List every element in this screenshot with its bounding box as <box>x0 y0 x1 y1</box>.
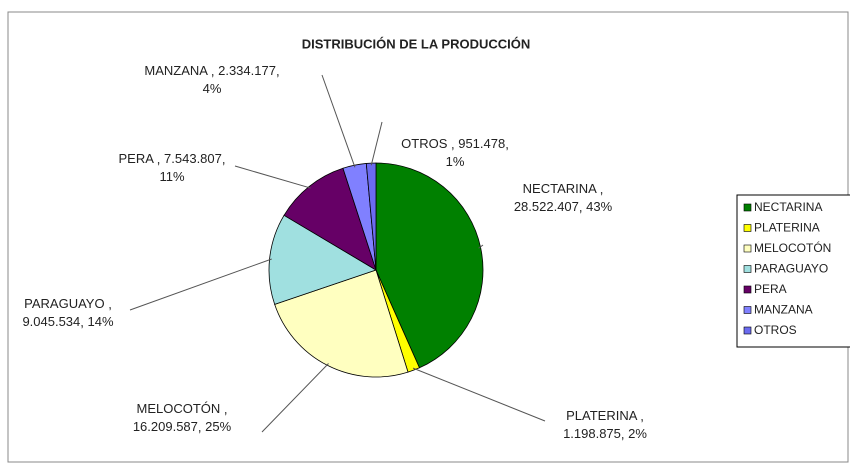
data-label: 4% <box>203 81 222 96</box>
legend-swatch <box>743 265 752 273</box>
leader-line <box>129 258 272 311</box>
data-label-part: 4% <box>203 81 222 96</box>
legend-label: PARAGUAYO <box>754 262 828 276</box>
data-label-part: MANZANA <box>144 63 208 78</box>
data-label-part: NECTARINA <box>523 181 597 196</box>
leader-line <box>261 363 329 433</box>
legend-swatch <box>743 244 752 253</box>
chart-title: DISTRIBUCIÓN DE LA PRODUCCIÓN <box>302 36 530 51</box>
data-label: MELOCOTÓN , <box>136 401 227 416</box>
data-label: 16.209.587, 25% <box>133 419 232 434</box>
data-label: 28.522.407, 43% <box>514 199 613 214</box>
data-label-part: 9.045.534 <box>22 314 80 329</box>
legend-label: PLATERINA <box>754 221 820 235</box>
pie-slice <box>283 167 377 271</box>
data-label-part: 25% <box>205 419 231 434</box>
data-label: NECTARINA , <box>523 181 604 196</box>
leader-line <box>478 244 484 249</box>
data-label-part: 951.478 <box>458 136 505 151</box>
pie-slice <box>375 162 484 369</box>
data-label-part: OTROS <box>401 136 448 151</box>
data-label: MANZANA , 2.334.177, <box>144 63 279 78</box>
data-label-part: MELOCOTÓN <box>136 401 220 416</box>
data-label-part: 14% <box>88 314 114 329</box>
data-label-part: 16.209.587 <box>133 419 198 434</box>
data-label: PLATERINA , <box>566 408 644 423</box>
legend-swatch <box>743 285 752 294</box>
leader-line <box>321 74 356 168</box>
legend-swatch <box>743 224 752 232</box>
pie-slice <box>268 214 377 305</box>
leader-line <box>370 121 383 166</box>
data-label-part: 43% <box>586 199 612 214</box>
legend-label: PERA <box>754 282 787 296</box>
data-label-part: 1.198.875 <box>563 426 621 441</box>
data-label-part: 2% <box>628 426 647 441</box>
legend-swatch <box>743 306 752 314</box>
legend-label: MELOCOTÓN <box>754 240 831 255</box>
data-label: 9.045.534, 14% <box>22 314 114 329</box>
legend-label: MANZANA <box>754 303 813 317</box>
pie-slice <box>365 162 377 271</box>
pie-slice <box>274 269 409 378</box>
data-label-part: PERA <box>119 151 155 166</box>
data-label-part: 28.522.407 <box>514 199 579 214</box>
legend-label: NECTARINA <box>754 200 822 214</box>
data-label-part: 1% <box>446 154 465 169</box>
data-label: PARAGUAYO , <box>24 296 112 311</box>
data-label: OTROS , 951.478, <box>401 136 509 151</box>
leader-line <box>412 367 546 422</box>
data-label-part: PLATERINA <box>566 408 638 423</box>
data-label-part: 11% <box>159 169 184 184</box>
data-label-part: 7.543.807 <box>164 151 222 166</box>
legend-swatch <box>743 203 752 212</box>
legend-box <box>736 194 850 348</box>
data-label: 1.198.875, 2% <box>563 426 647 441</box>
legend-swatch <box>743 326 752 335</box>
legend-label: OTROS <box>754 323 797 337</box>
data-label-part: PARAGUAYO <box>24 296 104 311</box>
data-label: 11% <box>159 169 184 184</box>
data-label: PERA , 7.543.807, <box>119 151 226 166</box>
data-label: 1% <box>446 154 465 169</box>
leader-line <box>234 165 311 189</box>
data-label-part: 2.334.177 <box>218 63 276 78</box>
